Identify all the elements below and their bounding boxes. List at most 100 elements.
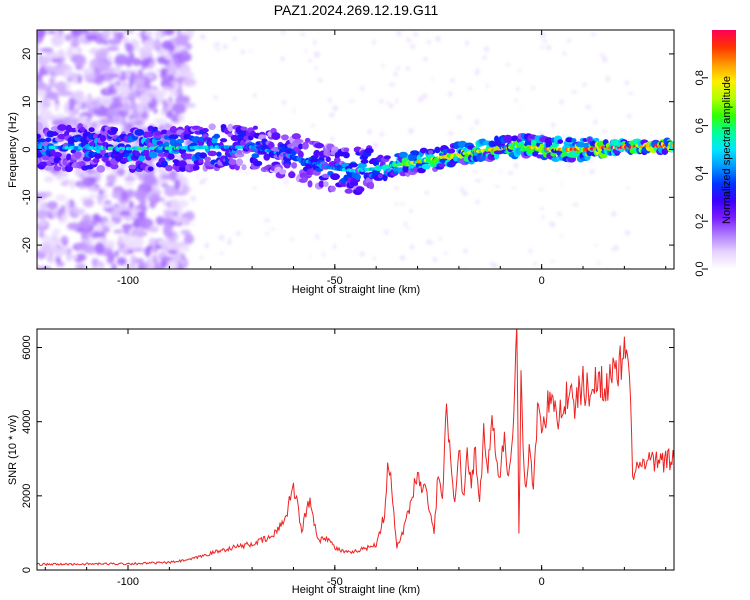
noise-speck <box>163 209 175 219</box>
noise-speck <box>513 162 518 169</box>
colorbar-tick-label: 0.4 <box>694 166 706 181</box>
noise-speck <box>395 201 398 206</box>
noise-speck <box>101 203 113 209</box>
ridge-blob <box>236 149 243 155</box>
ridge-blob <box>208 123 216 131</box>
ridge-blob <box>297 150 304 159</box>
noise-speck <box>76 257 83 263</box>
noise-speck <box>180 229 191 235</box>
noise-speck <box>447 131 454 136</box>
noise-speck <box>136 103 145 114</box>
ridge-blob <box>138 155 145 162</box>
noise-speck <box>169 241 183 251</box>
noise-speck <box>432 257 438 263</box>
noise-speck <box>381 63 385 68</box>
noise-speck <box>144 30 153 37</box>
noise-speck <box>42 86 52 91</box>
noise-speck <box>561 135 567 139</box>
noise-speck <box>111 190 123 199</box>
ridge-blob <box>343 147 350 153</box>
noise-speck <box>290 237 294 242</box>
noise-speck <box>94 98 101 110</box>
ridge-blob <box>302 141 309 150</box>
noise-speck <box>316 236 321 239</box>
noise-speck <box>111 96 121 104</box>
noise-speck <box>281 30 286 35</box>
noise-speck <box>81 101 87 111</box>
noise-speck <box>561 182 564 186</box>
noise-speck <box>51 57 64 64</box>
spectrogram-x-axis-label: Height of straight line (km) <box>292 284 420 296</box>
noise-speck <box>190 161 195 165</box>
ridge-blob <box>329 185 336 192</box>
noise-speck <box>69 119 79 124</box>
noise-speck <box>168 74 174 81</box>
noise-speck <box>332 105 339 111</box>
ridge-blob <box>428 149 434 155</box>
noise-speck <box>542 39 548 43</box>
noise-speck <box>160 110 166 116</box>
noise-speck <box>270 228 275 231</box>
noise-speck <box>70 178 75 190</box>
ridge-blob <box>45 137 52 142</box>
noise-speck <box>333 244 337 249</box>
noise-speck <box>284 175 290 179</box>
noise-speck <box>235 231 241 236</box>
noise-speck <box>347 235 351 238</box>
noise-speck <box>372 256 376 260</box>
noise-speck <box>157 49 164 55</box>
noise-speck <box>55 255 61 264</box>
noise-speck <box>460 187 464 193</box>
noise-speck <box>187 31 194 37</box>
noise-speck <box>114 250 119 258</box>
noise-speck <box>626 186 630 190</box>
ridge-blob <box>161 160 168 167</box>
noise-speck <box>120 93 129 98</box>
ridge-blob <box>41 154 51 161</box>
noise-speck <box>37 208 49 220</box>
spectrogram-frame <box>36 29 675 270</box>
noise-speck <box>380 131 384 137</box>
noise-speck <box>215 47 221 51</box>
ridge-blob <box>240 126 248 131</box>
noise-speck <box>328 112 335 118</box>
noise-speck <box>75 242 88 250</box>
noise-speck <box>265 232 269 236</box>
ridge-blob <box>207 150 217 157</box>
noise-speck <box>506 62 511 67</box>
noise-speck <box>448 91 453 97</box>
ridge-blob <box>235 158 244 167</box>
ridge-blob <box>96 165 105 173</box>
y-tick-label: 0 <box>21 567 33 573</box>
noise-speck <box>456 115 463 119</box>
noise-speck <box>148 87 158 94</box>
ridge-blob <box>407 153 417 162</box>
noise-speck <box>422 57 428 61</box>
noise-speck <box>130 254 137 267</box>
noise-speck <box>121 234 132 245</box>
noise-speck <box>37 72 43 83</box>
noise-speck <box>152 41 160 48</box>
ridge-blob <box>213 133 221 139</box>
ridge-blob <box>304 137 311 143</box>
x-tick-label: 0 <box>539 275 545 287</box>
noise-speck <box>114 63 122 73</box>
noise-speck <box>198 256 204 259</box>
ridge-blob <box>57 124 67 131</box>
noise-speck <box>78 184 86 189</box>
y-tick-label: 6000 <box>21 335 33 359</box>
noise-speck <box>70 39 80 48</box>
ridge-blob <box>178 165 187 172</box>
noise-speck <box>157 56 167 64</box>
noise-speck <box>143 262 149 269</box>
noise-speck <box>469 128 474 131</box>
ridge-blob <box>593 137 600 142</box>
ridge-blob <box>253 160 263 167</box>
noise-speck <box>67 247 72 256</box>
noise-speck <box>77 105 82 110</box>
noise-speck <box>313 66 319 70</box>
ridge-blob <box>52 151 63 158</box>
noise-speck <box>167 249 178 255</box>
noise-speck <box>195 174 199 178</box>
noise-speck <box>627 92 634 95</box>
